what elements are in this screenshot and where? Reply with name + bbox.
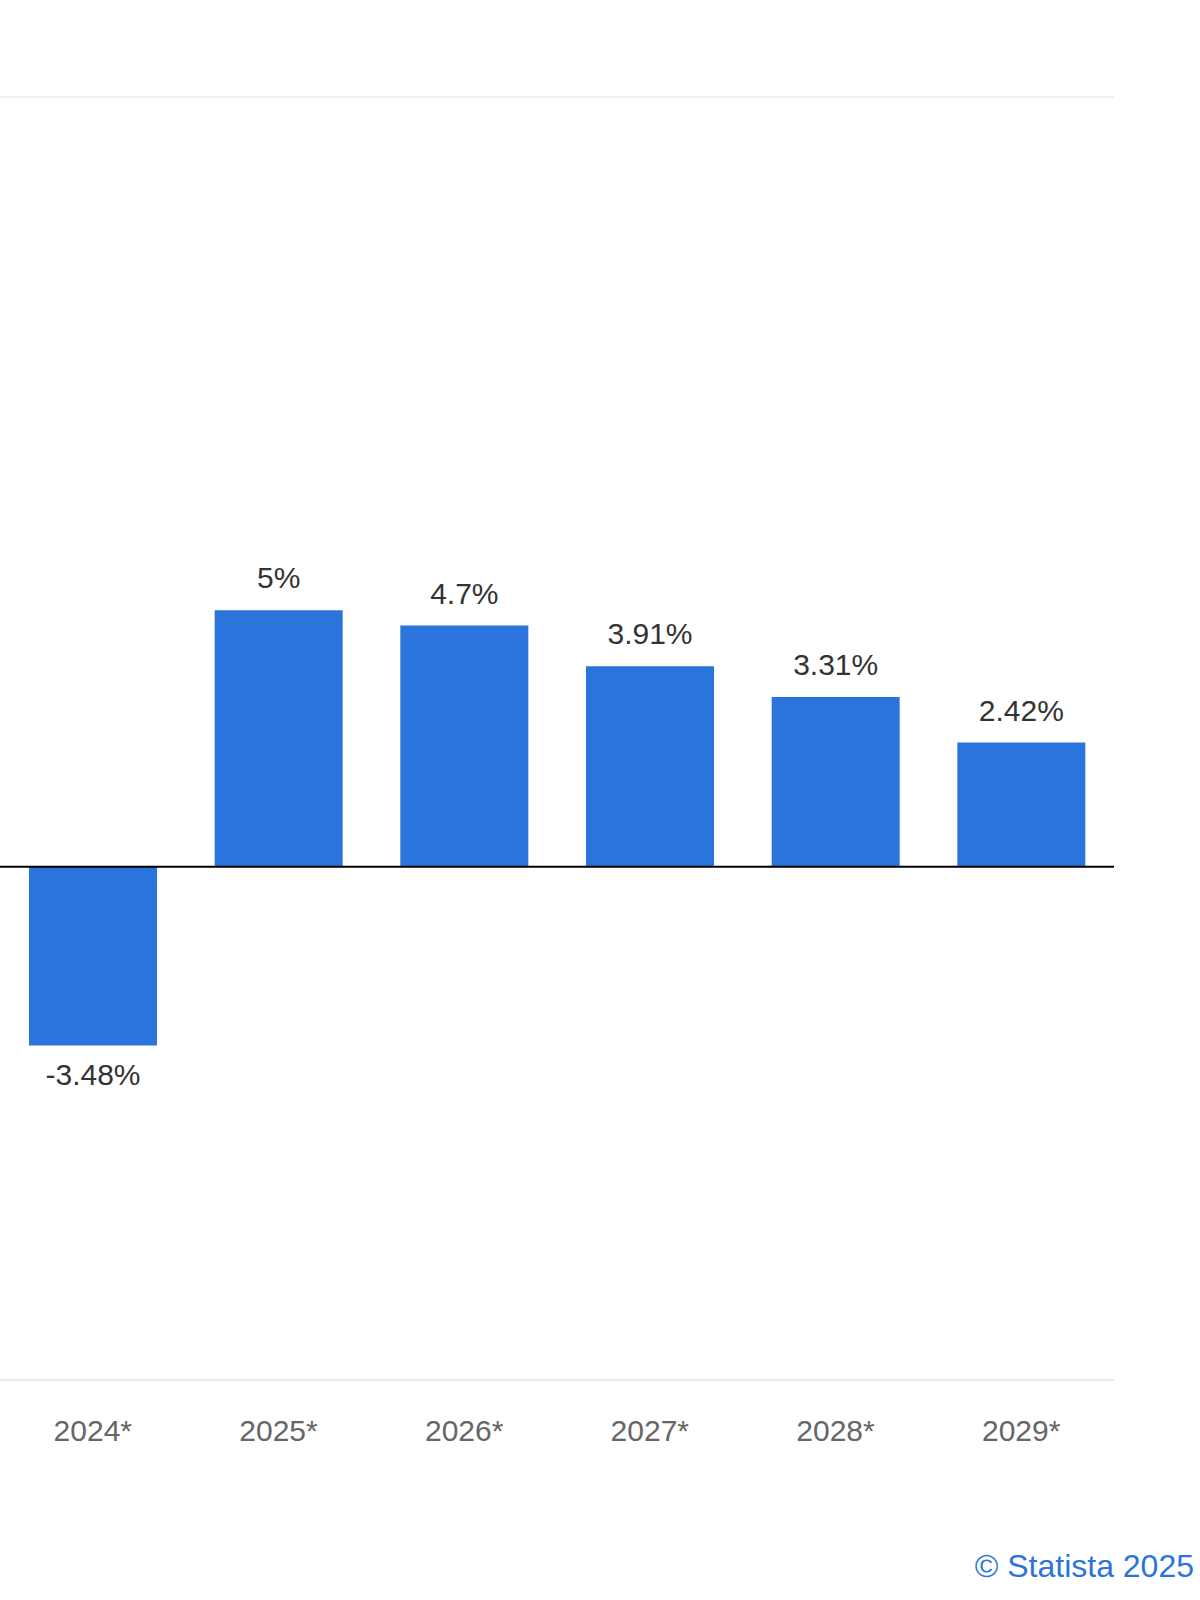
svg-text:3.91%: 3.91% (607, 617, 692, 650)
svg-text:2024*: 2024* (54, 1414, 133, 1447)
svg-text:2026*: 2026* (425, 1414, 504, 1447)
svg-text:-3.48%: -3.48% (45, 1058, 140, 1091)
svg-text:3.31%: 3.31% (793, 648, 878, 681)
svg-text:2.42%: 2.42% (979, 694, 1064, 727)
svg-text:2025*: 2025* (239, 1414, 318, 1447)
svg-text:5%: 5% (257, 561, 300, 594)
html-text:© Statista 2025: © Statista 2025 (974, 1548, 1194, 1584)
svg-text:4.7%: 4.7% (430, 577, 498, 610)
svg-text:2027*: 2027* (611, 1414, 690, 1447)
svg-text:2028*: 2028* (796, 1414, 875, 1447)
svg-text:2029*: 2029* (982, 1414, 1061, 1447)
